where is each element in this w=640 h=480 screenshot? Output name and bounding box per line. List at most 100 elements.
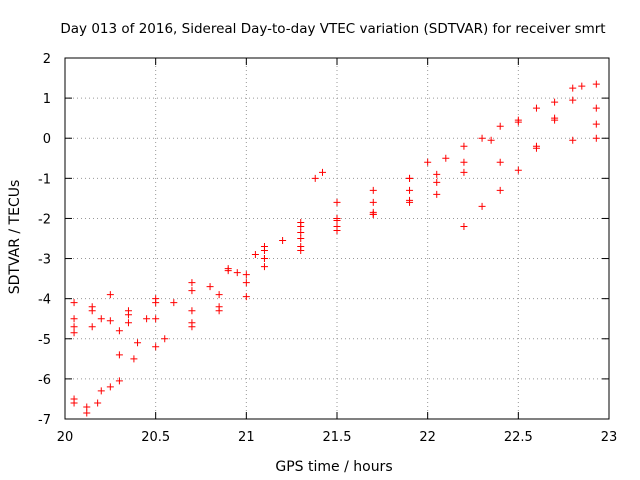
x-axis-title: GPS time / hours bbox=[275, 459, 392, 475]
y-axis-title: SDTVAR / TECUs bbox=[7, 180, 23, 295]
data-point bbox=[143, 315, 151, 323]
data-point bbox=[188, 323, 196, 331]
data-point bbox=[578, 82, 586, 90]
data-point bbox=[406, 198, 414, 206]
data-point bbox=[130, 355, 138, 363]
data-point bbox=[106, 317, 114, 325]
data-point bbox=[188, 279, 196, 287]
data-point bbox=[318, 168, 326, 176]
data-point bbox=[94, 399, 102, 407]
y-tick-label: -2 bbox=[38, 212, 51, 227]
data-point bbox=[369, 210, 377, 218]
data-point bbox=[592, 80, 600, 88]
data-point bbox=[88, 303, 96, 311]
x-tick-label: 20 bbox=[57, 430, 74, 445]
data-point bbox=[369, 198, 377, 206]
data-point bbox=[106, 291, 114, 299]
data-point bbox=[496, 186, 504, 194]
data-point bbox=[460, 222, 468, 230]
data-point bbox=[592, 104, 600, 112]
data-point bbox=[424, 158, 432, 166]
data-point bbox=[297, 218, 305, 226]
data-point bbox=[188, 287, 196, 295]
x-tick-label: 23 bbox=[601, 430, 618, 445]
data-point bbox=[224, 267, 232, 275]
data-point bbox=[124, 311, 132, 319]
data-point bbox=[487, 136, 495, 144]
data-point bbox=[70, 399, 78, 407]
data-point bbox=[551, 116, 559, 124]
data-point bbox=[460, 142, 468, 150]
data-point bbox=[115, 351, 123, 359]
data-point bbox=[215, 291, 223, 299]
data-point bbox=[514, 166, 522, 174]
chart-title: Day 013 of 2016, Sidereal Day-to-day VTE… bbox=[60, 21, 605, 37]
data-point bbox=[433, 178, 441, 186]
data-point bbox=[106, 383, 114, 391]
data-point bbox=[215, 307, 223, 315]
data-point bbox=[532, 142, 540, 150]
data-point bbox=[242, 293, 250, 301]
data-point bbox=[70, 299, 78, 307]
data-point bbox=[260, 263, 268, 271]
y-tick-label: 1 bbox=[43, 92, 51, 107]
data-point bbox=[496, 158, 504, 166]
y-tick-label: -3 bbox=[38, 253, 51, 268]
y-tick-label: -4 bbox=[38, 293, 51, 308]
data-point bbox=[170, 299, 178, 307]
series-2 bbox=[70, 80, 600, 331]
plot-frame bbox=[64, 57, 610, 420]
data-point bbox=[514, 116, 522, 124]
data-point bbox=[460, 158, 468, 166]
series-8 bbox=[460, 96, 600, 230]
data-point bbox=[551, 98, 559, 106]
data-point bbox=[206, 283, 214, 291]
data-point bbox=[115, 377, 123, 385]
data-point bbox=[70, 323, 78, 331]
series-4 bbox=[70, 134, 600, 411]
y-tick-label: -6 bbox=[38, 373, 51, 388]
y-tick-label: 0 bbox=[43, 132, 51, 147]
data-point bbox=[406, 174, 414, 182]
data-point bbox=[442, 154, 450, 162]
data-point bbox=[333, 198, 341, 206]
data-point bbox=[478, 134, 486, 142]
data-point bbox=[70, 315, 78, 323]
data-point bbox=[460, 168, 468, 176]
data-point bbox=[369, 186, 377, 194]
data-point bbox=[311, 174, 319, 182]
data-point bbox=[333, 222, 341, 230]
data-point bbox=[88, 323, 96, 331]
data-point bbox=[83, 409, 91, 417]
data-point bbox=[242, 271, 250, 279]
x-tick-label: 21 bbox=[238, 430, 255, 445]
series-7 bbox=[260, 114, 600, 255]
data-point bbox=[152, 315, 160, 323]
data-point bbox=[297, 243, 305, 251]
data-point bbox=[297, 235, 305, 242]
data-point bbox=[279, 237, 287, 245]
data-point bbox=[70, 329, 78, 337]
data-point bbox=[83, 403, 91, 411]
series-1 bbox=[70, 168, 326, 325]
x-tick-label: 21.5 bbox=[323, 430, 352, 445]
data-point bbox=[333, 214, 341, 222]
y-tick-label: -7 bbox=[38, 413, 51, 428]
data-point bbox=[297, 228, 305, 236]
data-point bbox=[496, 122, 504, 130]
data-point bbox=[569, 96, 577, 104]
data-point bbox=[97, 387, 105, 395]
data-point bbox=[260, 247, 268, 255]
data-point bbox=[152, 343, 160, 351]
data-point bbox=[242, 279, 250, 287]
axis-ticks: 20 20.5 21 21.5 22 22.5 23 -7 -6 -5 -4 -3 -2 -1 0 1 2 bbox=[38, 52, 617, 445]
data-point bbox=[124, 319, 132, 327]
data-series bbox=[70, 80, 600, 417]
x-tick-label: 22.5 bbox=[504, 430, 533, 445]
data-point bbox=[134, 339, 142, 347]
data-point bbox=[161, 335, 169, 343]
series-5 bbox=[70, 82, 586, 417]
x-tick-label: 22 bbox=[419, 430, 436, 445]
data-point bbox=[97, 315, 105, 323]
x-tick-label: 20.5 bbox=[141, 430, 170, 445]
